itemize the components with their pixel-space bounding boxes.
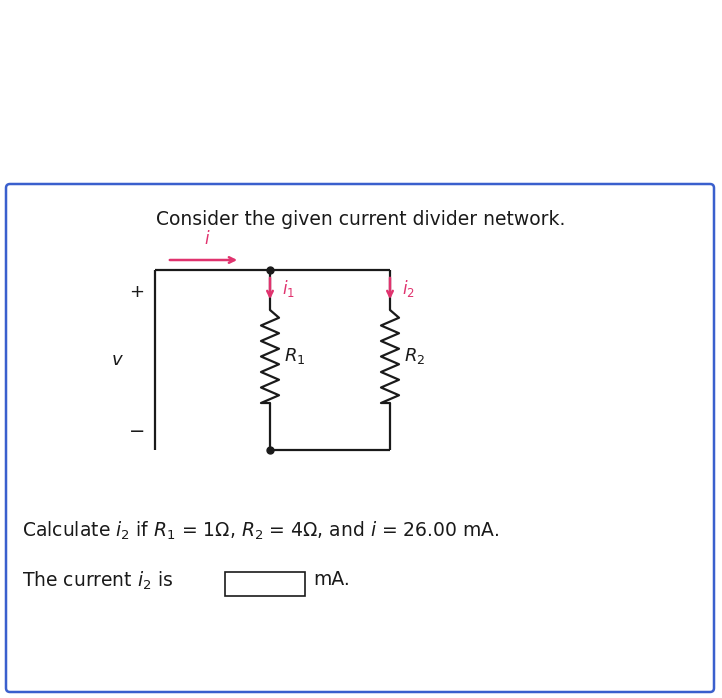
Text: $R_1$: $R_1$ — [284, 346, 305, 366]
Text: The current $i_2$ is: The current $i_2$ is — [22, 570, 173, 593]
Text: $i_1$: $i_1$ — [282, 278, 295, 299]
Text: $i_2$: $i_2$ — [402, 278, 415, 299]
Text: Consider the given current divider network.: Consider the given current divider netwo… — [156, 210, 566, 229]
Text: +: + — [129, 283, 144, 301]
FancyBboxPatch shape — [225, 572, 305, 596]
Text: −: − — [129, 422, 145, 442]
Text: v: v — [112, 351, 122, 369]
Text: mA.: mA. — [313, 570, 349, 589]
Text: $R_2$: $R_2$ — [404, 346, 425, 366]
Text: Calculate $i_2$ if $R_1$ = 1Ω, $R_2$ = 4Ω, and $i$ = 26.00 mA.: Calculate $i_2$ if $R_1$ = 1Ω, $R_2$ = 4… — [22, 520, 500, 542]
FancyBboxPatch shape — [6, 184, 714, 692]
Text: $i$: $i$ — [204, 230, 211, 248]
